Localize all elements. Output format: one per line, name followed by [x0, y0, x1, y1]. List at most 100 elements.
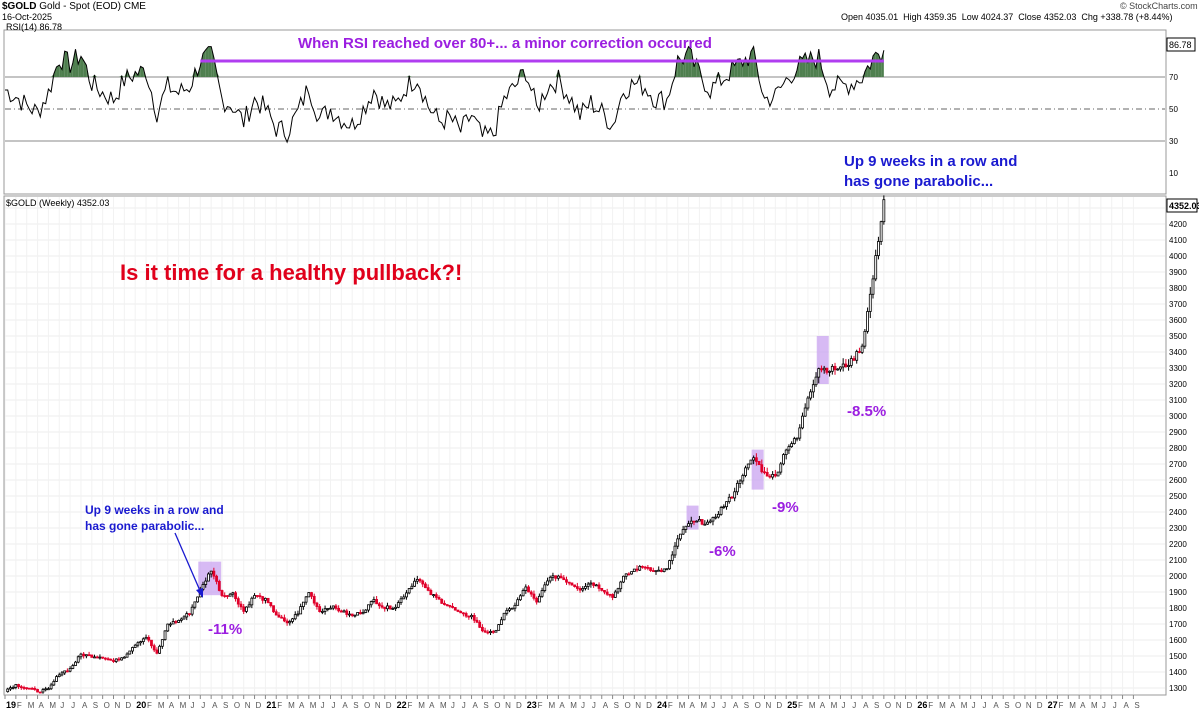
- candle-body: [760, 464, 764, 473]
- x-tick-label: 21: [266, 700, 276, 710]
- candle-body: [103, 657, 107, 660]
- candle-body: [562, 577, 566, 581]
- x-tick-label: F: [147, 701, 152, 710]
- candle-body: [383, 606, 387, 610]
- candle-body: [405, 592, 408, 598]
- candle-body: [749, 459, 753, 465]
- candle-body: [844, 363, 848, 367]
- candle-body: [239, 603, 243, 608]
- candle-body: [68, 668, 72, 672]
- price-tick-label: 1900: [1169, 588, 1187, 597]
- candle-body: [472, 615, 476, 621]
- candle-body: [432, 594, 435, 597]
- candle-body: [388, 605, 392, 610]
- x-tick-label: J: [60, 701, 64, 710]
- rsi-fill-segment: [864, 65, 868, 77]
- rsi-tick-label: 70: [1169, 73, 1178, 82]
- price-tick-label: 4000: [1169, 252, 1187, 261]
- high-value: 4359.35: [924, 12, 957, 22]
- x-tick-label: 19: [6, 700, 16, 710]
- candle-body: [296, 613, 300, 616]
- candle-body: [744, 467, 747, 476]
- ohlc-summary: Open 4035.01 High 4359.35 Low 4024.37 Cl…: [841, 12, 1172, 22]
- candle-body: [350, 613, 354, 616]
- candle-body: [293, 614, 297, 620]
- annotation-arrowhead: [196, 588, 203, 598]
- candle-body: [52, 681, 56, 686]
- candle-body: [190, 606, 194, 615]
- candle-body: [258, 595, 262, 598]
- candle-body: [508, 608, 511, 611]
- x-tick-label: S: [744, 701, 749, 710]
- candle-body: [622, 575, 625, 583]
- candle-body: [426, 587, 430, 591]
- candle-body: [611, 594, 614, 598]
- candle-body: [375, 599, 379, 605]
- candle-body: [372, 599, 376, 602]
- candle-body: [852, 358, 856, 361]
- candle-body: [754, 457, 758, 462]
- x-tick-label: A: [39, 701, 45, 710]
- x-tick-label: F: [277, 701, 282, 710]
- candle-body: [565, 579, 568, 583]
- x-tick-label: A: [603, 701, 609, 710]
- candle-body: [261, 596, 265, 601]
- candle-body: [101, 656, 105, 659]
- rsi-fill-segment: [56, 65, 60, 77]
- close-label: Close: [1018, 12, 1042, 22]
- x-tick-label: D: [1037, 701, 1043, 710]
- candle-body: [179, 618, 183, 621]
- candle-body: [581, 588, 585, 591]
- parabolic-left-line2: has gone parabolic...: [85, 519, 205, 533]
- candle-body: [860, 345, 864, 353]
- rsi-fill-segment: [693, 59, 697, 77]
- candle-body: [128, 650, 132, 655]
- candle-body: [660, 569, 663, 572]
- candle-body: [518, 595, 522, 601]
- candle-body: [301, 601, 305, 607]
- candle-body: [182, 616, 186, 620]
- chart-title: $GOLD Gold - Spot (EOD) CME: [2, 1, 146, 12]
- candle-body: [594, 584, 598, 587]
- candle-body: [489, 631, 492, 634]
- rsi-fill-segment: [140, 66, 144, 77]
- candle-body: [288, 621, 292, 624]
- candle-body: [358, 612, 362, 615]
- candle-body: [337, 607, 341, 612]
- candle-body: [407, 588, 411, 594]
- price-tick-label: 2300: [1169, 524, 1187, 533]
- candle-body: [95, 656, 99, 659]
- candle-body: [459, 611, 463, 614]
- candle-body: [676, 538, 680, 547]
- candle-body: [681, 529, 685, 535]
- candle-body: [689, 520, 693, 525]
- candle-body: [93, 656, 96, 659]
- candle-body: [630, 571, 633, 575]
- x-tick-label: F: [668, 701, 673, 710]
- x-tick-label: J: [71, 701, 75, 710]
- x-tick-label: F: [17, 701, 22, 710]
- price-tick-label: 3600: [1169, 316, 1187, 325]
- x-tick-label: F: [1058, 701, 1063, 710]
- candle-body: [6, 688, 10, 693]
- candle-body: [353, 614, 357, 617]
- candle-body: [795, 437, 799, 440]
- price-panel-frame: [3, 195, 1167, 696]
- candle-body: [741, 475, 745, 482]
- x-tick-label: S: [1004, 701, 1009, 710]
- candle-body: [367, 604, 370, 611]
- x-tick-label: O: [234, 701, 240, 710]
- candle-body: [421, 580, 425, 585]
- candle-body: [201, 584, 205, 590]
- price-tick-label: 2400: [1169, 508, 1187, 517]
- candle-body: [234, 592, 237, 600]
- candle-body: [74, 661, 77, 666]
- x-tick-label: D: [256, 701, 262, 710]
- candle-body: [339, 610, 343, 613]
- x-tick-label: O: [885, 701, 891, 710]
- price-tick-label: 3400: [1169, 348, 1187, 357]
- candle-body: [809, 391, 813, 399]
- candle-body: [763, 471, 766, 474]
- candle-body: [377, 603, 381, 607]
- x-tick-label: N: [1026, 701, 1032, 710]
